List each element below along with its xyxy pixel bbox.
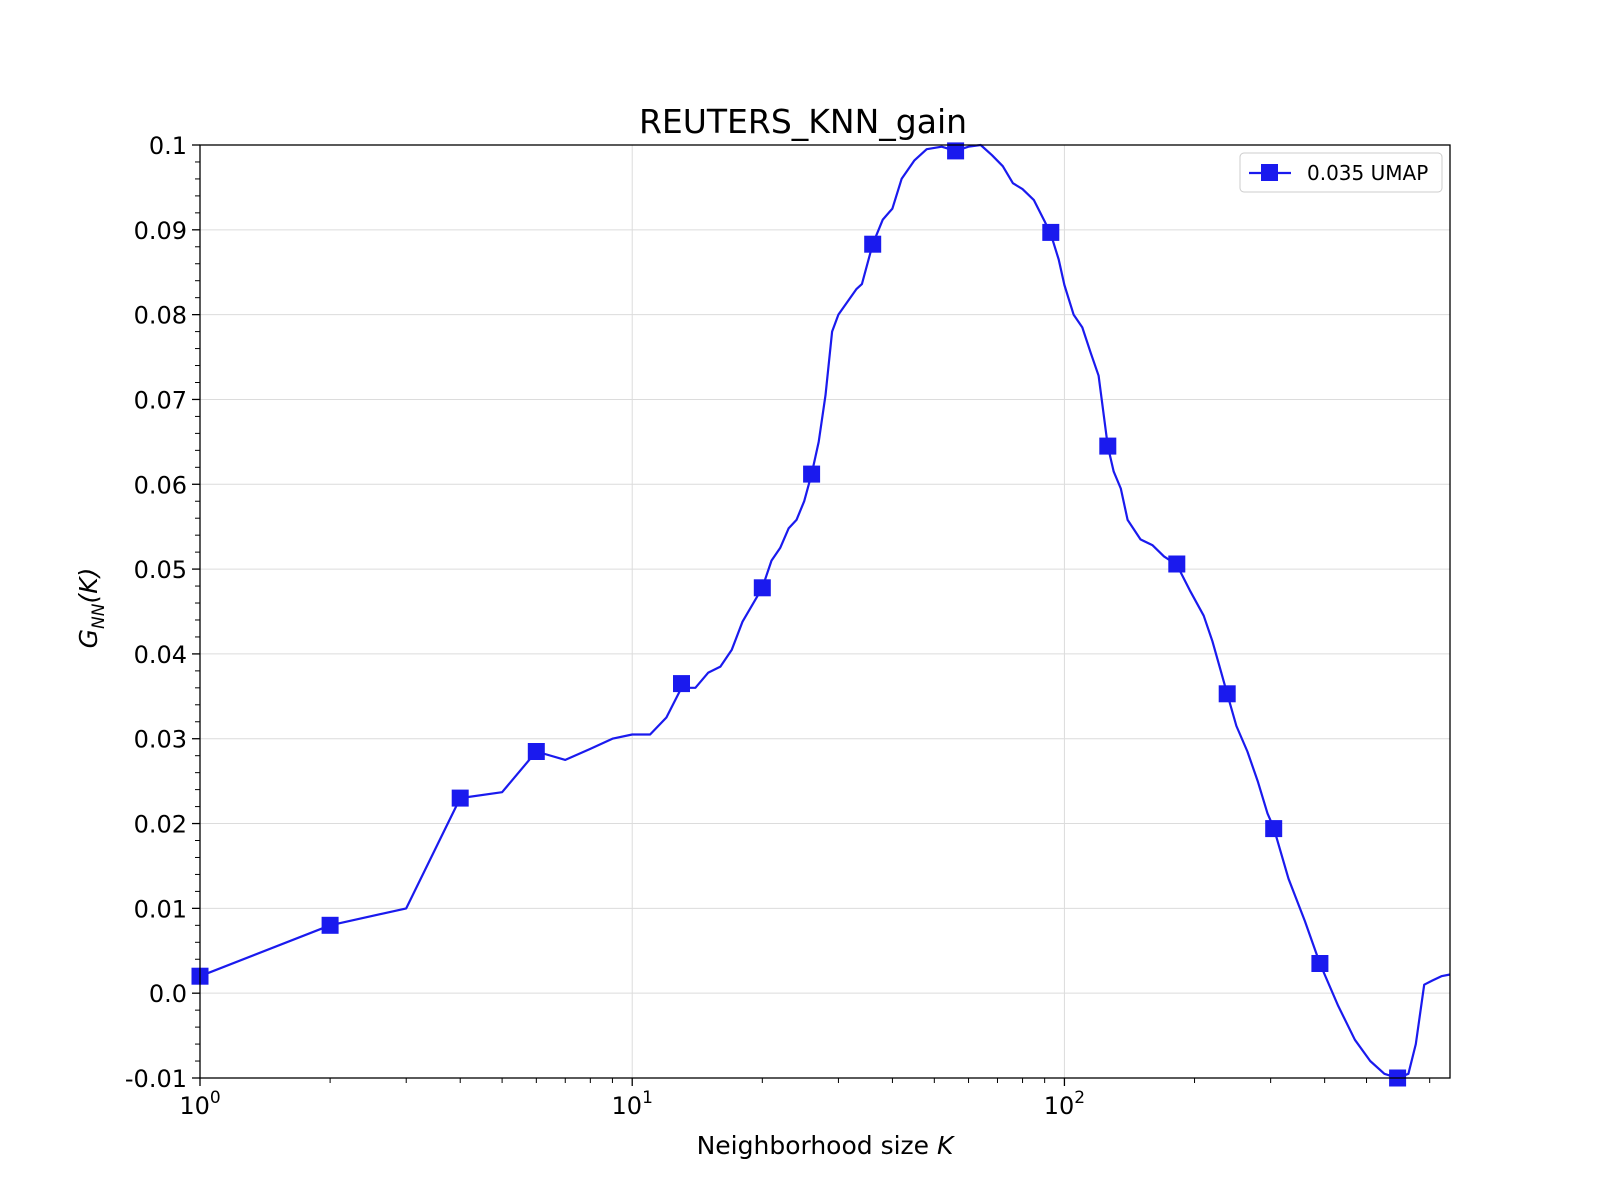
axis-ticks [192,144,1431,1086]
grid-lines [200,144,1450,1079]
plot-frame [199,144,1451,1079]
y-tick-label: -0.01 [125,1065,187,1093]
x-axis-label: Neighborhood size K [697,1131,956,1160]
x-tick-label-exponent: 2 [1074,1088,1085,1108]
series-marker [1311,955,1329,972]
y-tick-label: 0.04 [134,641,187,669]
series-marker [1042,223,1060,241]
series-marker [527,743,545,760]
x-tick-label: 102 [1044,1088,1085,1120]
y-tick-label: 0.01 [134,895,187,923]
legend-box [1239,152,1443,193]
x-tick-label-base: 10 [179,1092,210,1120]
y-tick-label: 0.07 [134,386,187,414]
series-marker [451,789,469,807]
y-axis-label-sub: NN [89,603,109,629]
series-marker [1168,555,1186,573]
series-marker [673,675,690,693]
series-marker [321,916,339,934]
x-axis-label-var: K [937,1131,956,1160]
y-axis-label-rest: (K) [74,568,103,604]
series-marker [947,142,965,160]
y-tick-label: 0.09 [134,217,187,245]
legend-label: 0.035 UMAP [1307,161,1428,185]
series-layer [191,142,1451,1087]
x-tick-labels: 100 101 102 [179,1088,1085,1120]
x-tick-label-base: 10 [1044,1092,1075,1120]
x-tick-label-base: 10 [612,1092,643,1120]
y-axis-label-main: G [74,629,103,648]
series-marker [1265,820,1283,838]
series-marker [1099,437,1117,455]
y-tick-label: 0.06 [134,471,187,499]
y-tick-label: 0.05 [134,556,187,584]
legend: 0.035 UMAP [1239,152,1443,193]
x-tick-label-exponent: 0 [210,1088,221,1108]
x-tick-label-exponent: 1 [642,1088,653,1108]
series-marker [1218,685,1236,703]
x-tick-label: 101 [612,1088,653,1120]
y-tick-label: 0.02 [134,811,187,839]
series-marker [803,465,821,483]
y-tick-label: 0.03 [134,726,187,754]
y-tick-label: 0.0 [149,980,187,1008]
chart-title: REUTERS_KNN_gain [639,102,967,141]
series-marker [864,235,882,253]
series-marker [753,579,771,597]
y-tick-label: 0.08 [134,302,187,330]
legend-marker-sample [1261,164,1278,181]
x-axis-label-text: Neighborhood size [697,1131,937,1160]
x-tick-label: 100 [179,1088,220,1120]
y-tick-labels: -0.01 0.0 0.01 0.02 0.03 0.04 0.05 0.06 0.07 0.08… [125,132,187,1093]
y-axis-label: GNN(K) [74,568,109,649]
y-tick-label: 0.1 [149,132,187,160]
